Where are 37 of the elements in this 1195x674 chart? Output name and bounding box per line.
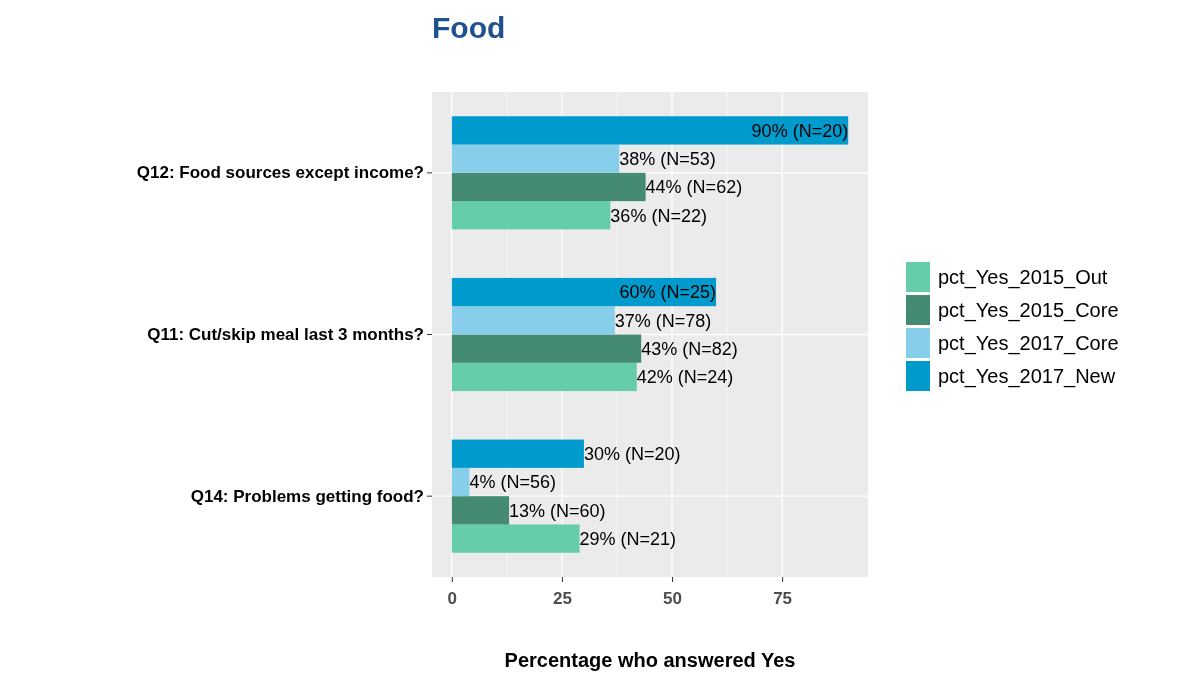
y-tick-label: Q11: Cut/skip meal last 3 months? — [147, 324, 424, 344]
bar — [451, 467, 470, 497]
chart-title: Food — [432, 11, 506, 44]
data-label: 37% (N=78) — [614, 310, 712, 331]
y-tick-label: Q14: Problems getting food? — [190, 486, 424, 506]
legend-label: pct_Yes_2015_Core — [938, 299, 1119, 322]
bar — [451, 144, 620, 173]
bar — [451, 524, 580, 553]
data-label: 4% (N=56) — [469, 472, 556, 493]
data-label: 90% (N=20) — [751, 120, 849, 141]
data-label: 13% (N=60) — [509, 500, 606, 521]
bar — [451, 201, 611, 230]
bar — [451, 277, 717, 307]
legend-label: pct_Yes_2017_Core — [938, 332, 1119, 355]
x-tick-label: 25 — [552, 588, 572, 608]
data-label: 60% (N=25) — [619, 282, 717, 303]
bar — [451, 334, 642, 363]
data-label: 30% (N=20) — [583, 444, 681, 465]
data-label: 38% (N=53) — [619, 148, 716, 169]
bar — [451, 116, 849, 145]
bar — [451, 172, 646, 202]
bar — [451, 496, 510, 525]
bar — [451, 439, 584, 468]
bar — [451, 306, 615, 335]
legend-label: pct_Yes_2017_New — [938, 365, 1116, 388]
x-axis-title: Percentage who answered Yes — [504, 649, 796, 671]
bar — [451, 362, 637, 392]
x-tick-label: 50 — [663, 588, 682, 608]
data-label: 43% (N=82) — [641, 338, 738, 359]
data-label: 36% (N=22) — [610, 205, 707, 226]
data-label: 42% (N=24) — [636, 367, 734, 388]
y-tick-label: Q12: Food sources except income? — [136, 163, 424, 183]
x-tick-label: 75 — [773, 588, 793, 608]
x-tick-label: 0 — [447, 588, 458, 608]
data-label: 29% (N=21) — [579, 528, 677, 549]
data-label: 44% (N=62) — [645, 177, 743, 198]
legend-label: pct_Yes_2015_Out — [938, 266, 1108, 289]
